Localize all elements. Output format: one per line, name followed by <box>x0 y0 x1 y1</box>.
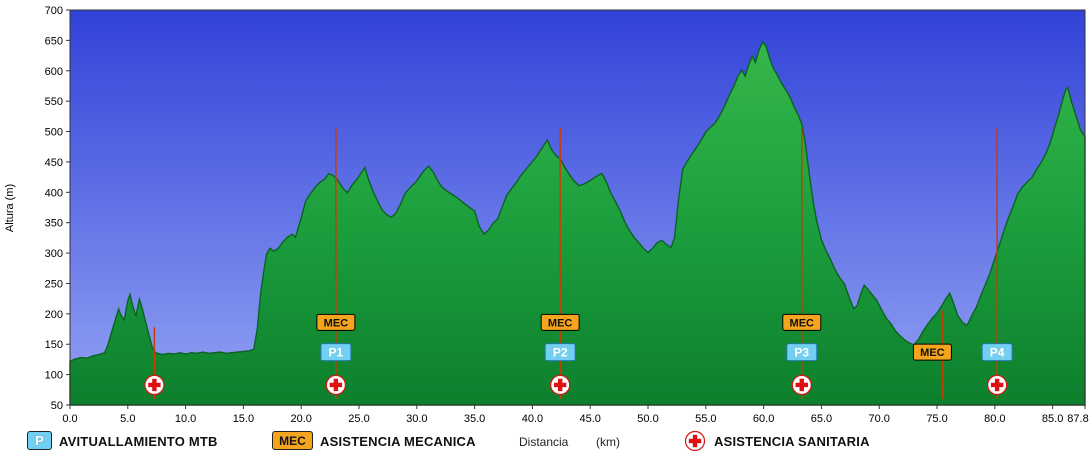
svg-text:P4: P4 <box>990 346 1005 360</box>
y-tick-label: 700 <box>45 5 63 17</box>
x-tick-label: 45.0 <box>580 413 601 425</box>
x-tick-label: 40.0 <box>522 413 543 425</box>
p-marker-P1: P1 <box>320 343 352 362</box>
avituallamiento-label: AVITUALLAMIENTO MTB <box>59 434 218 449</box>
x-tick-label: 10.0 <box>175 413 196 425</box>
x-tick-label: 55.0 <box>695 413 716 425</box>
y-tick-label: 50 <box>51 400 63 412</box>
sanitaria-cross-marker <box>144 374 165 396</box>
p-marker-P3: P3 <box>786 343 818 362</box>
y-tick-label: 350 <box>45 218 63 230</box>
x-tick-label: 0.0 <box>62 413 77 425</box>
y-axis: 50 100 150 200 250 300 350 400 450 500 550 600 650 70… <box>45 5 70 412</box>
x-tick-label: 35.0 <box>464 413 485 425</box>
sanitaria-label: ASISTENCIA SANITARIA <box>714 434 870 449</box>
x-tick-label: 5.0 <box>120 413 135 425</box>
x-tick-label: 60.0 <box>753 413 774 425</box>
y-tick-label: 450 <box>45 157 63 169</box>
x-tick-label: 25.0 <box>348 413 369 425</box>
y-tick-label: 600 <box>45 66 63 78</box>
y-tick-label: 150 <box>45 339 63 351</box>
x-axis-unit: (km) <box>596 435 620 449</box>
x-tick-label: 15.0 <box>233 413 254 425</box>
elevation-chart: 50 100 150 200 250 300 350 400 450 500 550 600 650 70… <box>4 5 1089 425</box>
x-axis-title: Distancia <box>519 435 569 449</box>
sanitaria-cross-icon <box>684 430 706 452</box>
x-tick-label: 75.0 <box>926 413 947 425</box>
p-marker-P2: P2 <box>544 343 576 362</box>
mec-marker: MEC <box>782 313 822 331</box>
svg-text:MEC: MEC <box>790 317 815 329</box>
x-tick-label: 70.0 <box>869 413 890 425</box>
avituallamiento-symbol: P <box>27 431 52 450</box>
mec-marker: MEC <box>540 313 580 331</box>
plot-border <box>69 9 1086 406</box>
y-tick-label: 550 <box>45 96 63 108</box>
sanitaria-cross-marker <box>791 374 812 396</box>
svg-text:MEC: MEC <box>324 317 349 329</box>
x-tick-label: 80.0 <box>984 413 1005 425</box>
x-tick-label: 50.0 <box>637 413 658 425</box>
chart-legend: P AVITUALLAMIENTO MTB MEC ASISTENCIA MEC… <box>0 429 1092 461</box>
y-tick-label: 300 <box>45 248 63 260</box>
x-tick-label: 87.8 <box>1067 413 1088 425</box>
svg-text:MEC: MEC <box>548 317 573 329</box>
sanitaria-cross-marker <box>987 374 1008 396</box>
mec-marker: MEC <box>912 343 952 361</box>
x-tick-label: 20.0 <box>290 413 311 425</box>
y-tick-label: 650 <box>45 35 63 47</box>
sanitaria-cross-marker <box>325 374 346 396</box>
x-axis: 0.0 5.0 10.0 15.0 20.0 25.0 30.0 35.0 40.0 45.0 50… <box>62 405 1089 425</box>
mec-marker: MEC <box>316 313 356 331</box>
x-tick-label: 30.0 <box>406 413 427 425</box>
svg-text:P3: P3 <box>794 346 809 360</box>
svg-text:P1: P1 <box>329 346 344 360</box>
mec-label: ASISTENCIA MECANICA <box>320 434 476 449</box>
y-tick-label: 100 <box>45 370 63 382</box>
y-axis-title: Altura (m) <box>4 184 16 232</box>
mec-symbol: MEC <box>272 431 313 450</box>
x-tick-label: 65.0 <box>811 413 832 425</box>
y-tick-label: 250 <box>45 278 63 290</box>
y-tick-label: 200 <box>45 309 63 321</box>
y-tick-label: 500 <box>45 127 63 139</box>
svg-text:P2: P2 <box>553 346 568 360</box>
svg-text:MEC: MEC <box>920 347 945 359</box>
x-tick-label: 85.0 <box>1042 413 1063 425</box>
sanitaria-cross-marker <box>550 374 571 396</box>
y-tick-label: 400 <box>45 187 63 199</box>
p-marker-P4: P4 <box>981 343 1013 362</box>
